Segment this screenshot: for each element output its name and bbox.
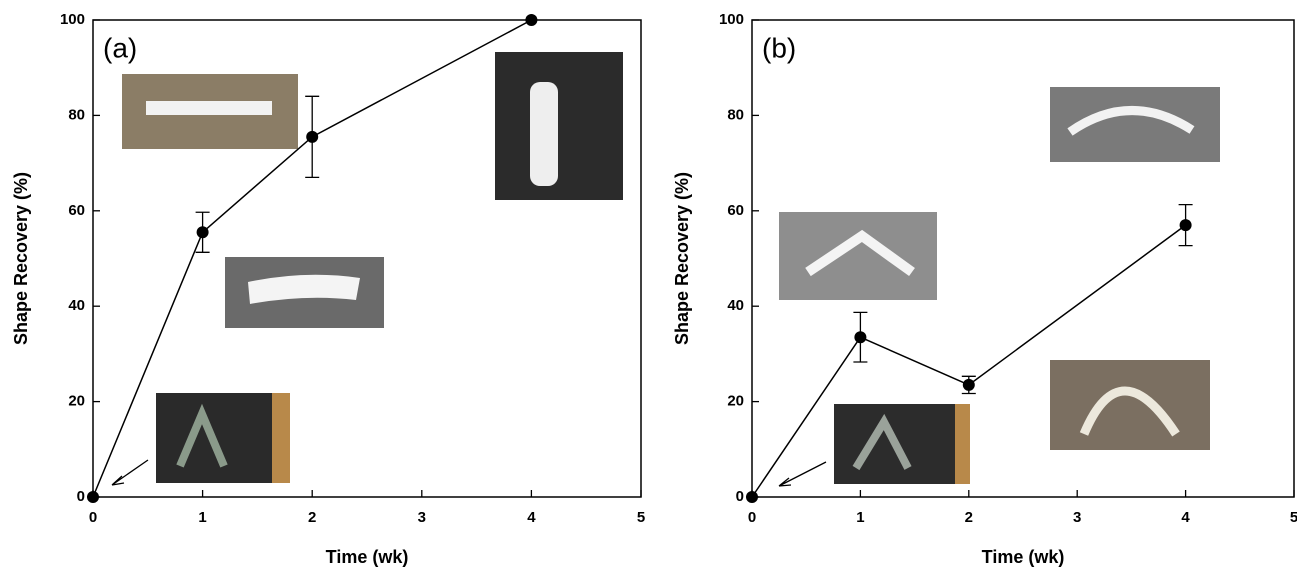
x-tick-label: 3 <box>418 509 426 526</box>
series-line <box>92 19 532 498</box>
y-axis-label: Shape Recovery (%) <box>11 172 31 345</box>
photo-sample <box>1079 386 1180 437</box>
data-point <box>87 491 99 503</box>
photo-sample <box>805 229 915 277</box>
x-tick-label: 1 <box>198 509 206 526</box>
x-tick-label: 0 <box>89 509 97 526</box>
data-point <box>854 331 867 344</box>
x-tick-label: 5 <box>1290 509 1297 526</box>
panel-label: (b) <box>762 32 796 63</box>
y-tick-label: 80 <box>68 106 85 123</box>
data-point <box>746 491 758 503</box>
x-tick-label: 2 <box>965 509 973 526</box>
y-tick-label: 80 <box>727 106 744 123</box>
photo-sample <box>530 82 558 186</box>
data-point <box>196 226 209 239</box>
data-point <box>962 378 975 391</box>
photos <box>122 52 1220 484</box>
y-tick-label: 0 <box>736 488 744 505</box>
photo-sample <box>852 413 912 471</box>
panel-label: (a) <box>103 32 137 63</box>
y-tick-label: 60 <box>727 202 744 219</box>
x-tick-label: 0 <box>748 509 756 526</box>
x-tick-label: 4 <box>1181 509 1190 526</box>
y-tick-label: 40 <box>68 297 85 314</box>
x-tick-label: 2 <box>308 509 316 526</box>
x-axis-label: Time (wk) <box>982 547 1065 567</box>
photo-ruler <box>272 393 290 483</box>
y-tick-label: 0 <box>77 488 85 505</box>
plot-frame <box>92 19 642 498</box>
y-tick-label: 100 <box>60 11 85 28</box>
photo <box>1050 360 1210 450</box>
arrows <box>111 459 827 487</box>
y-axis-label: Shape Recovery (%) <box>672 172 692 345</box>
photo-sample <box>176 403 228 468</box>
photo-sample <box>146 101 272 115</box>
photo <box>495 52 623 200</box>
photo-ruler <box>955 404 970 484</box>
x-tick-label: 1 <box>856 509 864 526</box>
x-tick-label: 5 <box>637 509 645 526</box>
data-point <box>306 130 319 143</box>
photo <box>834 404 970 484</box>
photo-sample <box>248 274 360 304</box>
y-tick-label: 40 <box>727 297 744 314</box>
y-tick-label: 60 <box>68 202 85 219</box>
x-tick-label: 4 <box>527 509 536 526</box>
y-tick-label: 100 <box>719 11 744 28</box>
y-tick-label: 20 <box>68 393 85 410</box>
series-line <box>751 224 1187 498</box>
photo <box>779 212 937 300</box>
x-axis-label: Time (wk) <box>326 547 409 567</box>
photo-sample <box>1067 106 1195 136</box>
plot-frame <box>751 19 1295 498</box>
data-point <box>525 14 538 26</box>
arrow <box>778 461 827 487</box>
y-tick-label: 20 <box>727 393 744 410</box>
data-point <box>1179 219 1192 232</box>
photo <box>156 393 290 483</box>
arrow <box>111 459 149 486</box>
x-tick-label: 3 <box>1073 509 1081 526</box>
